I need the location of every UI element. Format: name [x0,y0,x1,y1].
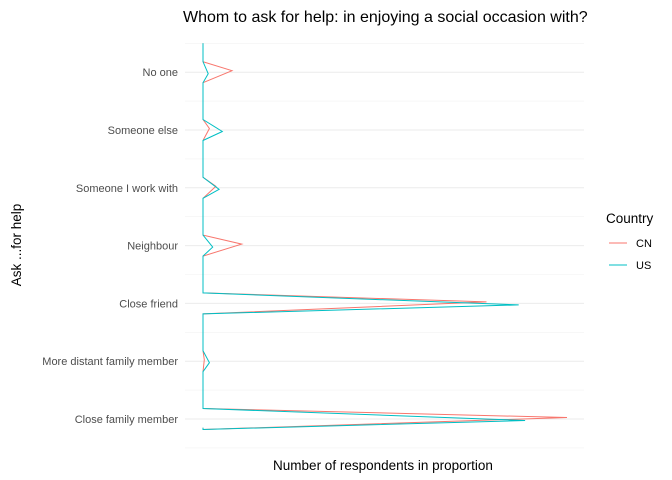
legend-title: Country [606,211,654,226]
legend-items: CN US [609,238,652,272]
legend-label-us: US [636,260,651,272]
y-tick-label: Close family member [75,414,179,426]
series-line-us [202,43,526,431]
legend-label-cn: CN [636,238,652,250]
legend: Country CN US [606,211,654,272]
x-axis-title: Number of respondents in proportion [273,458,493,473]
y-tick-label: Someone else [108,125,178,137]
y-axis-title: Ask ...for help [9,204,24,287]
y-tick-label: Close friend [119,298,178,310]
chart-title: Whom to ask for help: in enjoying a soci… [183,9,588,26]
series-layer [202,43,568,431]
y-tick-label: Neighbour [127,241,178,253]
grid-lines [185,42,584,449]
y-tick-label: No one [143,67,178,79]
y-tick-labels: Close family member More distant family m… [42,67,178,426]
y-tick-label: Someone I work with [76,183,178,195]
y-tick-label: More distant family member [42,356,178,368]
